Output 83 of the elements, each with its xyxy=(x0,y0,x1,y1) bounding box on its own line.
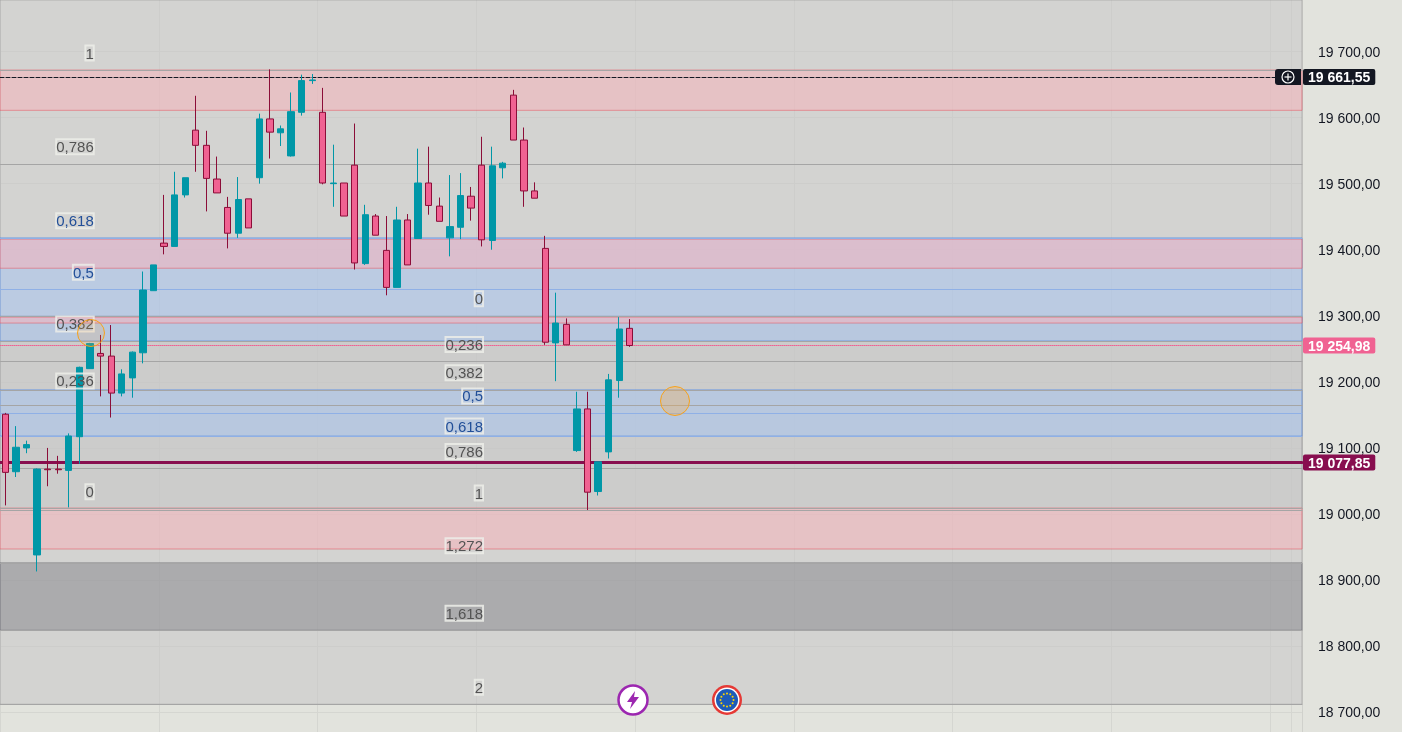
annotation: 1 xyxy=(85,44,94,62)
candlestick xyxy=(118,368,125,397)
candlestick xyxy=(594,461,602,496)
annotation: 0,618 xyxy=(445,417,484,435)
ref-line-label: 19 254,98 xyxy=(1308,337,1371,354)
candlestick xyxy=(235,176,242,239)
ref-line-label: 19 077,85 xyxy=(1308,454,1371,471)
candlestick xyxy=(573,391,581,453)
candlestick xyxy=(129,350,136,399)
candlestick xyxy=(266,68,274,160)
candlestick xyxy=(224,196,231,249)
candlestick xyxy=(457,172,464,240)
candlestick xyxy=(499,161,506,179)
candlestick xyxy=(256,113,263,185)
candlestick xyxy=(478,136,485,247)
y-tick-label: 19 700,00 xyxy=(1318,43,1381,60)
candlestick xyxy=(86,342,94,370)
annotation: 0,5 xyxy=(462,387,484,405)
annotation: 0,236 xyxy=(445,335,484,353)
y-tick-label: 19 200,00 xyxy=(1318,373,1381,390)
candlestick xyxy=(55,455,62,475)
candlestick xyxy=(616,316,623,399)
annotation: 0,786 xyxy=(56,138,94,156)
candlestick xyxy=(23,440,30,454)
candlestick xyxy=(139,271,147,364)
candlestick xyxy=(552,292,559,382)
candlestick xyxy=(383,215,390,296)
candlestick xyxy=(330,144,337,208)
candlestick xyxy=(44,447,51,487)
candlestick xyxy=(404,213,411,266)
annotation: 0 xyxy=(85,483,94,501)
candlestick xyxy=(436,197,443,222)
annotation: 0,618 xyxy=(56,212,94,230)
y-tick-label: 19 400,00 xyxy=(1318,241,1381,258)
candlestick xyxy=(425,146,432,216)
annotation: 1,618 xyxy=(445,604,484,622)
candlestick xyxy=(319,87,326,185)
candlestick xyxy=(520,127,528,208)
candlestick xyxy=(33,467,41,572)
candlestick xyxy=(584,391,591,511)
candlestick xyxy=(12,425,20,478)
y-tick-label: 19 000,00 xyxy=(1318,505,1381,522)
y-tick-label: 19 600,00 xyxy=(1318,109,1381,126)
annotation: 1 xyxy=(474,484,484,502)
candlestick xyxy=(467,186,475,222)
candlestick xyxy=(414,148,422,239)
candlestick xyxy=(287,91,295,158)
y-tick-label: 19 100,00 xyxy=(1318,439,1381,456)
candlestick xyxy=(171,171,178,247)
y-tick-label: 18 700,00 xyxy=(1318,704,1381,721)
annotation: 0,5 xyxy=(72,263,94,281)
candlestick xyxy=(213,156,221,194)
candlestick xyxy=(309,73,316,85)
candlestick xyxy=(65,432,72,508)
candlestick xyxy=(510,89,517,141)
ref-line-label: 19 661,55 xyxy=(1308,68,1371,85)
candlestick xyxy=(160,194,168,255)
candlestick xyxy=(446,174,454,257)
y-tick-label: 18 900,00 xyxy=(1318,572,1381,589)
candlestick xyxy=(340,182,348,217)
candlestick xyxy=(531,181,538,199)
candlestick xyxy=(277,125,284,147)
candlestick xyxy=(372,213,379,236)
y-tick-label: 19 500,00 xyxy=(1318,175,1381,192)
candlestick xyxy=(203,130,210,212)
candlestick xyxy=(362,204,369,266)
annotation: 1,272 xyxy=(445,537,484,555)
annotation: 0 xyxy=(474,290,484,308)
candlestick xyxy=(182,177,189,199)
y-tick-label: 19 300,00 xyxy=(1318,307,1381,324)
candlestick xyxy=(192,95,199,173)
annotation: 0,786 xyxy=(445,442,484,460)
candlestick xyxy=(298,74,305,117)
candlestick xyxy=(245,198,252,229)
candlestick xyxy=(2,412,9,506)
candlestick xyxy=(605,373,612,459)
y-tick-label: 18 800,00 xyxy=(1318,638,1381,655)
candlestick xyxy=(489,146,496,251)
candlestick xyxy=(351,123,358,271)
candlestick xyxy=(150,264,157,292)
candlestick xyxy=(393,206,401,288)
annotation: 2 xyxy=(474,678,484,696)
annotation: 0,382 xyxy=(445,364,484,382)
